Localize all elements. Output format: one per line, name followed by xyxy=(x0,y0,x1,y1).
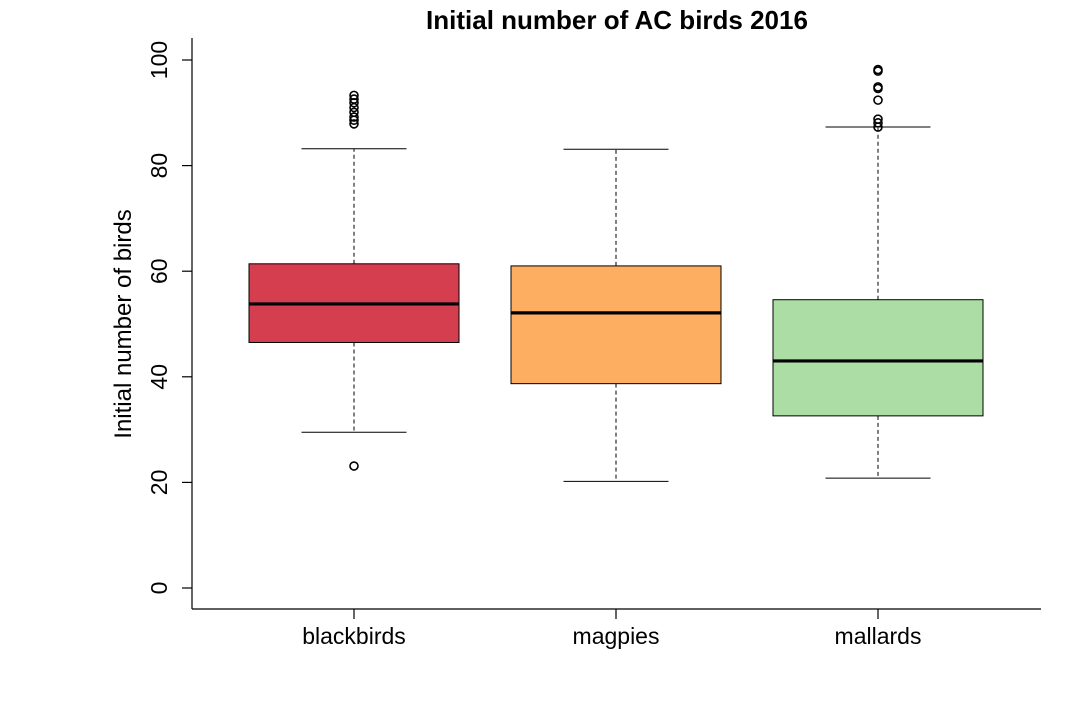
y-tick-label: 100 xyxy=(146,41,172,79)
y-tick-label: 0 xyxy=(146,582,172,595)
chart-title: Initial number of AC birds 2016 xyxy=(426,5,808,35)
outlier-point xyxy=(349,94,359,104)
y-axis: 0 20 40 60 80 100 xyxy=(146,38,193,609)
box-blackbirds xyxy=(248,90,460,471)
outlier-point xyxy=(873,95,883,105)
y-tick-label: 20 xyxy=(146,470,172,496)
y-tick-label: 60 xyxy=(146,258,172,284)
outlier-point xyxy=(873,82,883,92)
y-axis-label: Initial number of birds xyxy=(110,209,137,438)
outlier-point xyxy=(349,119,359,129)
box-mallards xyxy=(772,64,984,479)
outlier-point xyxy=(349,112,359,122)
x-tick-label: mallards xyxy=(835,623,922,649)
x-tick-label: magpies xyxy=(573,623,660,649)
y-tick-label: 80 xyxy=(146,153,172,179)
outlier-point xyxy=(873,118,883,128)
outlier-point xyxy=(873,114,883,124)
x-tick-label: blackbirds xyxy=(302,623,406,649)
box-group xyxy=(248,64,984,482)
box-magpies xyxy=(510,148,722,482)
outlier-point xyxy=(349,107,359,118)
y-tick-label: 40 xyxy=(146,364,172,390)
x-axis: blackbirds magpies mallards xyxy=(192,608,1041,649)
box-iqr xyxy=(772,299,984,417)
outlier-point xyxy=(349,90,359,101)
box-iqr xyxy=(510,265,722,385)
outlier-point xyxy=(349,461,359,471)
outlier-point xyxy=(873,64,883,75)
